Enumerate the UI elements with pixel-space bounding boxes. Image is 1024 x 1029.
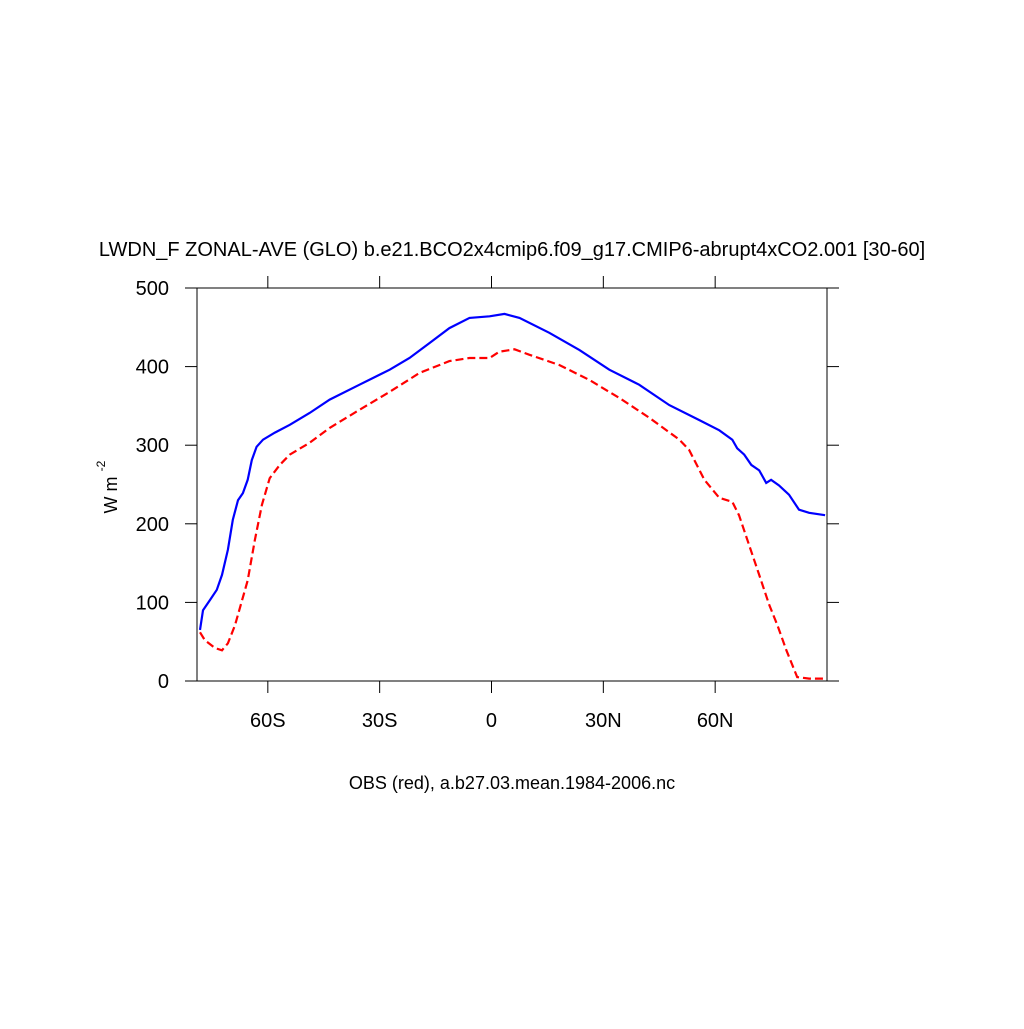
x-tick-label: 30S (362, 710, 398, 732)
x-tick-label: 30N (585, 710, 622, 732)
chart-title: LWDN_F ZONAL-AVE (GLO) b.e21.BCO2x4cmip6… (99, 239, 925, 261)
y-axis-label-exponent: -2 (94, 460, 108, 471)
y-tick-label: 0 (158, 671, 169, 693)
x-tick-label: 60N (697, 710, 734, 732)
data-line (198, 312, 826, 631)
chart-subtitle: OBS (red), a.b27.03.mean.1984-2006.nc (349, 773, 675, 793)
y-tick-label: 300 (136, 435, 169, 457)
x-tick-label: 60S (250, 710, 286, 732)
plot-frame (196, 287, 828, 682)
y-tick-label: 400 (136, 357, 169, 379)
y-tick-label: 200 (136, 514, 169, 536)
y-tick-label: 500 (136, 278, 169, 300)
y-tick-label: 100 (136, 592, 169, 614)
y-axis-label: W m (101, 477, 121, 514)
x-tick-label: 0 (486, 710, 497, 732)
